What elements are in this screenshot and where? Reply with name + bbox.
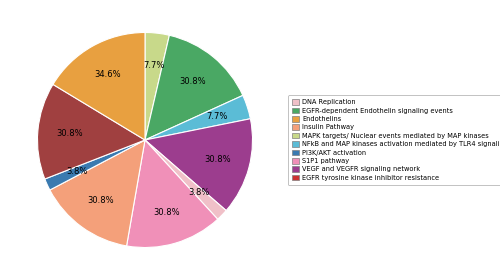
- Wedge shape: [53, 32, 145, 140]
- Text: 3.8%: 3.8%: [66, 167, 87, 176]
- Wedge shape: [145, 95, 250, 140]
- Text: 30.8%: 30.8%: [88, 196, 114, 205]
- Text: 34.6%: 34.6%: [94, 70, 122, 79]
- Text: 3.8%: 3.8%: [188, 188, 210, 197]
- Text: 7.7%: 7.7%: [143, 61, 165, 70]
- Wedge shape: [145, 140, 226, 219]
- Wedge shape: [126, 140, 218, 248]
- Text: 30.8%: 30.8%: [153, 208, 180, 217]
- Legend: DNA Replication, EGFR-dependent Endothelin signaling events, Endothelins, Insuli: DNA Replication, EGFR-dependent Endothel…: [288, 95, 500, 185]
- Text: 30.8%: 30.8%: [180, 77, 206, 86]
- Wedge shape: [38, 84, 145, 179]
- Wedge shape: [50, 140, 145, 246]
- Text: 30.8%: 30.8%: [56, 129, 84, 138]
- Text: 7.7%: 7.7%: [206, 112, 228, 121]
- Wedge shape: [145, 119, 252, 211]
- Wedge shape: [145, 35, 243, 140]
- Wedge shape: [45, 140, 145, 190]
- Text: 30.8%: 30.8%: [204, 155, 231, 164]
- Wedge shape: [145, 32, 170, 140]
